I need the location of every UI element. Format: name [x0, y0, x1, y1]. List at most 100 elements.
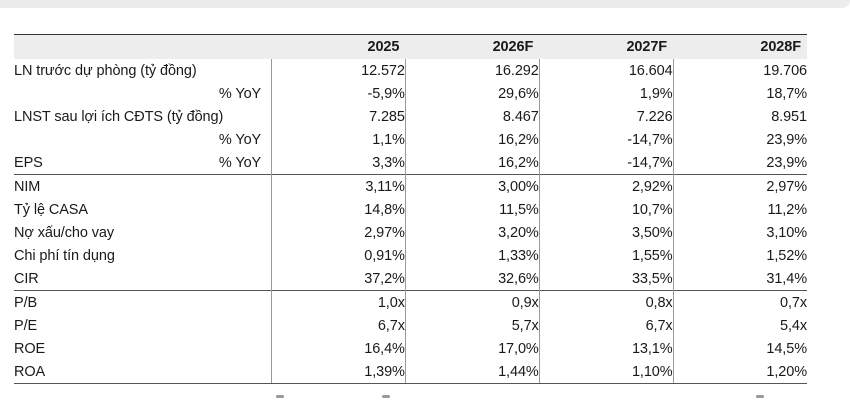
cell-2026f: 11,5% — [405, 198, 540, 221]
cell-2028f: 1,20% — [673, 360, 807, 384]
cell-2025: 3,11% — [271, 174, 406, 198]
cell-2028f: 1,52% — [766, 247, 807, 264]
cell-2025: 3,3% — [271, 151, 406, 175]
header-row: 2025 2026F 2027F 2028F — [14, 34, 807, 60]
cell-2028f: 11,2% — [767, 201, 807, 218]
cell-2027f: 16.604 — [539, 59, 674, 82]
cell-2028f: 8.951 — [771, 108, 807, 125]
cell-2027f: 7.226 — [539, 105, 674, 128]
cell-2028f: 31,4% — [766, 270, 807, 287]
row-label: % YoY — [14, 128, 273, 151]
cell-2028f: 3,10% — [766, 224, 807, 241]
cell-2028f: 23,9% — [766, 131, 807, 148]
cell-2027f: 1,55% — [539, 244, 674, 267]
cell-2025: 6,7x — [271, 314, 406, 337]
cell-2025: 14,8% — [271, 198, 406, 221]
cell-2025: 7.285 — [271, 105, 406, 128]
row-label: CIR — [14, 267, 273, 291]
top-band — [0, 0, 850, 8]
cell-2025: 0,91% — [271, 244, 406, 267]
cell-2026f: 8.467 — [405, 105, 540, 128]
cell-2026f: 1,44% — [405, 360, 540, 384]
cell-2026f: 17,0% — [405, 337, 540, 360]
cell-2025: 2,97% — [271, 221, 406, 244]
cell-2027f: 10,7% — [539, 198, 674, 221]
cell-2027f: 0,8x — [539, 290, 674, 314]
header-year-2028f: 2028F — [760, 39, 801, 55]
row-label: NIM — [14, 174, 273, 198]
header-label-cell — [14, 35, 272, 60]
table-row: LN trước dự phòng (tỷ đồng) 12.572 16.29… — [14, 59, 807, 82]
cell-2027f: -14,7% — [539, 151, 674, 175]
row-label: ROE — [14, 337, 273, 360]
cell-2028f: 5,4x — [779, 317, 807, 334]
cell-2026f: 5,7x — [405, 314, 540, 337]
row-sublabel: % YoY — [218, 85, 262, 102]
cell-2025: 1,39% — [271, 360, 406, 384]
cell-2025: 1,1% — [271, 128, 406, 151]
cell-2027f: 33,5% — [539, 267, 674, 291]
cell-2026f: 3,00% — [405, 174, 540, 198]
table-row: Tỷ lệ CASA 14,8% 11,5% 10,7% 11,2% — [14, 198, 807, 221]
cropped-glyph — [756, 395, 764, 398]
table-row: EPS % YoY 3,3% 16,2% -14,7% 23,9% — [14, 151, 807, 175]
table-row: P/E 6,7x 5,7x 6,7x 5,4x — [14, 314, 807, 337]
row-label: Tỷ lệ CASA — [14, 198, 273, 221]
cropped-next-line — [14, 395, 807, 400]
cell-2027f: 2,92% — [539, 174, 674, 198]
header-year-2026f: 2026F — [492, 39, 534, 55]
row-label: LNST sau lợi ích CĐTS (tỷ đồng) — [14, 105, 273, 128]
financial-forecast-table: 2025 2026F 2027F 2028F LN trước dự phòng… — [14, 34, 807, 384]
cell-2028f: 14,5% — [766, 340, 807, 357]
cell-2025: 16,4% — [271, 337, 406, 360]
table-row: ROE 16,4% 17,0% 13,1% 14,5% — [14, 337, 807, 360]
cell-2027f: 13,1% — [539, 337, 674, 360]
cell-2025: 12.572 — [271, 59, 406, 82]
cell-2025: 37,2% — [271, 267, 406, 291]
row-label: P/E — [14, 314, 273, 337]
cropped-glyph — [276, 395, 284, 398]
table-row: Chi phí tín dụng 0,91% 1,33% 1,55% 1,52% — [14, 244, 807, 267]
header-year-2027f: 2027F — [626, 39, 668, 55]
row-label: LN trước dự phòng (tỷ đồng) — [14, 59, 273, 82]
table-row: Nợ xấu/cho vay 2,97% 3,20% 3,50% 3,10% — [14, 221, 807, 244]
row-label-main: EPS — [14, 154, 43, 171]
row-label: ROA — [14, 360, 273, 384]
cell-2028f: 18,7% — [766, 85, 807, 102]
table-row: % YoY 1,1% 16,2% -14,7% 23,9% — [14, 128, 807, 151]
cell-2027f: 1,9% — [539, 82, 674, 105]
cell-2026f: 16,2% — [405, 128, 540, 151]
cell-2026f: 16.292 — [405, 59, 540, 82]
cell-2025: 1,0x — [271, 290, 406, 314]
cell-2026f: 16,2% — [405, 151, 540, 175]
row-sublabel: % YoY — [218, 154, 262, 171]
cell-2026f: 3,20% — [405, 221, 540, 244]
row-label: % YoY — [14, 82, 273, 105]
table-row: P/B 1,0x 0,9x 0,8x 0,7x — [14, 290, 807, 314]
cell-2026f: 29,6% — [405, 82, 540, 105]
cell-2027f: 3,50% — [539, 221, 674, 244]
table-row: ROA 1,39% 1,44% 1,10% 1,20% — [14, 360, 807, 384]
cell-2028f: 23,9% — [766, 154, 807, 171]
cropped-glyph — [382, 395, 390, 398]
row-label: P/B — [14, 290, 273, 314]
cell-2027f: 6,7x — [539, 314, 674, 337]
cell-2025: -5,9% — [271, 82, 406, 105]
cell-2028f: 19.706 — [763, 62, 807, 79]
row-label: Nợ xấu/cho vay — [14, 221, 273, 244]
cell-2026f: 0,9x — [405, 290, 540, 314]
table-row: % YoY -5,9% 29,6% 1,9% 18,7% — [14, 82, 807, 105]
table-row: NIM 3,11% 3,00% 2,92% 2,97% — [14, 174, 807, 198]
cell-2026f: 32,6% — [405, 267, 540, 291]
cell-2027f: 1,10% — [539, 360, 674, 384]
table-row: LNST sau lợi ích CĐTS (tỷ đồng) 7.285 8.… — [14, 105, 807, 128]
cell-2028f: 2,97% — [673, 174, 807, 198]
table-row: CIR 37,2% 32,6% 33,5% 31,4% — [14, 267, 807, 291]
row-label: EPS % YoY — [14, 151, 273, 175]
cell-2028f: 0,7x — [673, 290, 807, 314]
cell-2027f: -14,7% — [539, 128, 674, 151]
cell-2026f: 1,33% — [405, 244, 540, 267]
header-year-2025: 2025 — [367, 39, 400, 55]
row-sublabel: % YoY — [218, 131, 262, 148]
